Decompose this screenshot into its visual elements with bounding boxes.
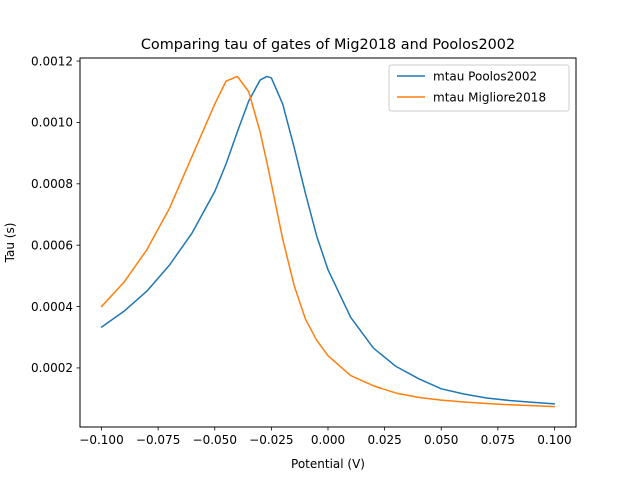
x-tick-label: −0.100 (79, 433, 123, 447)
y-tick-label: 0.0004 (31, 300, 73, 314)
y-tick-label: 0.0012 (31, 54, 73, 68)
y-axis-label: Tau (s) (3, 223, 17, 264)
y-tick-label: 0.0010 (31, 116, 73, 130)
legend: mtau Poolos2002 mtau Migliore2018 (388, 64, 570, 112)
x-tick-label: −0.025 (249, 433, 293, 447)
x-tick-label: 0.025 (367, 433, 401, 447)
legend-label-1: mtau Migliore2018 (433, 90, 546, 104)
x-tick-label: 0.075 (481, 433, 515, 447)
legend-frame (388, 64, 570, 112)
x-tick-label: −0.075 (136, 433, 180, 447)
y-tick-label: 0.0008 (31, 177, 73, 191)
x-tick-label: −0.050 (193, 433, 237, 447)
series-line-0 (100, 75, 556, 405)
x-tick-label: 0.000 (311, 433, 345, 447)
y-tick-label: 0.0006 (31, 238, 73, 252)
x-axis-label: Potential (V) (291, 457, 365, 471)
legend-label-0: mtau Poolos2002 (433, 69, 537, 83)
y-axis: 0.0002 0.0004 0.0006 0.0008 0.0010 0.0012 (31, 54, 80, 375)
chart-title: Comparing tau of gates of Mig2018 and Po… (141, 37, 515, 53)
x-tick-label: 0.050 (424, 433, 458, 447)
x-tick-label: 0.100 (537, 433, 571, 447)
series-line-1 (100, 75, 556, 408)
x-axis: −0.100 −0.075 −0.050 −0.025 0.000 0.025 0.050 0… (79, 427, 572, 447)
series-layer (100, 75, 556, 408)
y-tick-label: 0.0002 (31, 361, 73, 375)
